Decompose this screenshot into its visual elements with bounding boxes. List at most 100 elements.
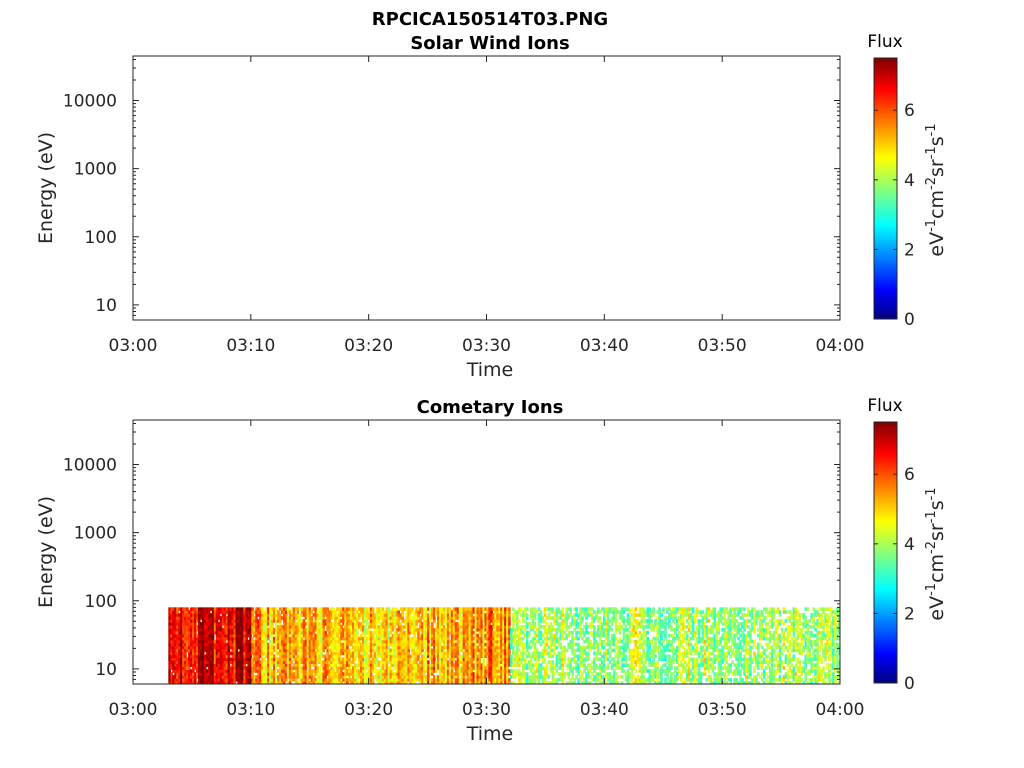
spectrogram-cell	[361, 610, 365, 614]
spectrogram-cell	[350, 669, 353, 673]
spectrogram-cell	[310, 633, 314, 638]
spectrogram-cell	[284, 666, 288, 670]
spectrogram-cell	[296, 622, 300, 626]
spectrogram-cell	[192, 622, 195, 626]
spectrogram-cell	[199, 669, 203, 673]
spectrogram-cell	[446, 663, 450, 667]
spectrogram-cell	[379, 616, 383, 620]
spectrogram-cell	[326, 648, 329, 653]
spectrogram-cell	[346, 651, 349, 656]
spectrogram-cell	[440, 672, 444, 676]
spectrogram-cell	[174, 630, 177, 635]
spectrogram-cell	[359, 636, 363, 641]
spectrogram-cell	[480, 619, 484, 623]
spectrogram-cell	[209, 663, 213, 667]
spectrogram-cell	[504, 622, 507, 626]
spectrogram-cell	[211, 625, 215, 629]
spectrogram-cell	[357, 639, 361, 644]
spectrogram-cell	[415, 630, 418, 635]
spectrogram-cell	[172, 619, 175, 623]
spectrogram-cell	[502, 627, 505, 632]
spectrogram-cell	[549, 639, 553, 644]
spectrogram-cell	[294, 607, 298, 611]
spectrogram-cell	[302, 669, 306, 673]
spectrogram-cell	[567, 672, 570, 676]
spectrogram-cell	[184, 651, 187, 656]
spectrogram-cell	[176, 681, 179, 684]
spectrogram-cell	[310, 648, 314, 653]
spectrogram-cell	[399, 633, 403, 638]
spectrogram-cell	[419, 681, 422, 684]
spectrogram-cell	[197, 669, 201, 673]
spectrogram-cell	[476, 627, 480, 632]
spectrogram-cell	[259, 613, 262, 617]
spectrogram-cell	[409, 669, 412, 673]
spectrogram-cell	[486, 607, 489, 611]
spectrogram-cell	[233, 636, 237, 641]
spectrogram-cell	[458, 633, 462, 638]
spectrogram-cell	[415, 642, 418, 647]
spectrogram-cell	[172, 666, 175, 670]
spectrogram-cell	[383, 657, 387, 662]
spectrogram-cell	[579, 607, 582, 611]
spectrogram-cell	[480, 681, 484, 684]
spectrogram-cell	[508, 630, 511, 635]
spectrogram-cell	[363, 657, 367, 662]
spectrogram-cell	[308, 666, 312, 670]
spectrogram-cell	[328, 660, 331, 664]
spectrogram-cell	[207, 681, 211, 684]
spectrogram-cell	[547, 645, 551, 650]
spectrogram-cell	[421, 654, 424, 659]
spectrogram-cell	[411, 660, 414, 664]
spectrogram-cell	[458, 660, 462, 664]
spectrogram-cell	[213, 651, 217, 656]
spectrogram-cell	[196, 616, 199, 620]
spectrogram-cell	[397, 651, 401, 656]
spectrogram-cell	[344, 630, 347, 635]
spectrogram-cell	[271, 672, 274, 676]
spectrogram-cell	[219, 625, 223, 629]
spectrogram-cell	[346, 660, 349, 664]
spectrogram-cell	[583, 645, 586, 650]
spectrogram-cell	[571, 657, 574, 662]
spectrogram-cell	[381, 651, 385, 656]
spectrogram-cell	[529, 675, 533, 679]
spectrogram-cell	[249, 607, 252, 611]
spectrogram-cell	[559, 636, 563, 641]
spectrogram-cell	[425, 625, 428, 629]
spectrogram-cell	[464, 607, 468, 611]
spectrogram-cell	[531, 663, 535, 667]
spectrogram-cell	[476, 663, 480, 667]
spectrogram-cell	[470, 639, 474, 644]
spectrogram-cell	[482, 666, 486, 670]
spectrogram-cell	[369, 622, 373, 626]
spectrogram-cell	[413, 651, 416, 656]
spectrogram-cell	[583, 678, 586, 682]
spectrogram-cell	[219, 657, 223, 662]
spectrogram-cell	[512, 622, 515, 626]
spectrogram-cell	[403, 669, 407, 673]
spectrogram-cell	[215, 666, 219, 670]
spectrogram-cell	[519, 642, 523, 647]
spectrogram-cell	[403, 651, 407, 656]
spectrogram-cell	[229, 651, 233, 656]
spectrogram-cell	[559, 613, 563, 617]
spectrogram-cell	[288, 645, 292, 650]
spectrogram-cell	[294, 630, 298, 635]
spectrogram-cell	[407, 663, 410, 667]
spectrogram-cell	[306, 613, 310, 617]
spectrogram-cell	[555, 660, 559, 664]
spectrogram-cell	[302, 660, 306, 664]
spectrogram-cell	[197, 625, 201, 629]
spectrogram-cell	[431, 666, 434, 670]
spectrogram-cell	[320, 654, 324, 659]
spectrogram-cell	[569, 666, 572, 670]
spectrogram-cell	[213, 657, 217, 662]
spectrogram-cell	[209, 675, 213, 679]
spectrogram-cell	[357, 622, 361, 626]
spectrogram-cell	[182, 642, 185, 647]
spectrogram-cell	[269, 639, 272, 644]
spectrogram-cell	[466, 630, 470, 635]
spectrogram-cell	[435, 639, 438, 644]
spectrogram-cell	[170, 627, 173, 632]
